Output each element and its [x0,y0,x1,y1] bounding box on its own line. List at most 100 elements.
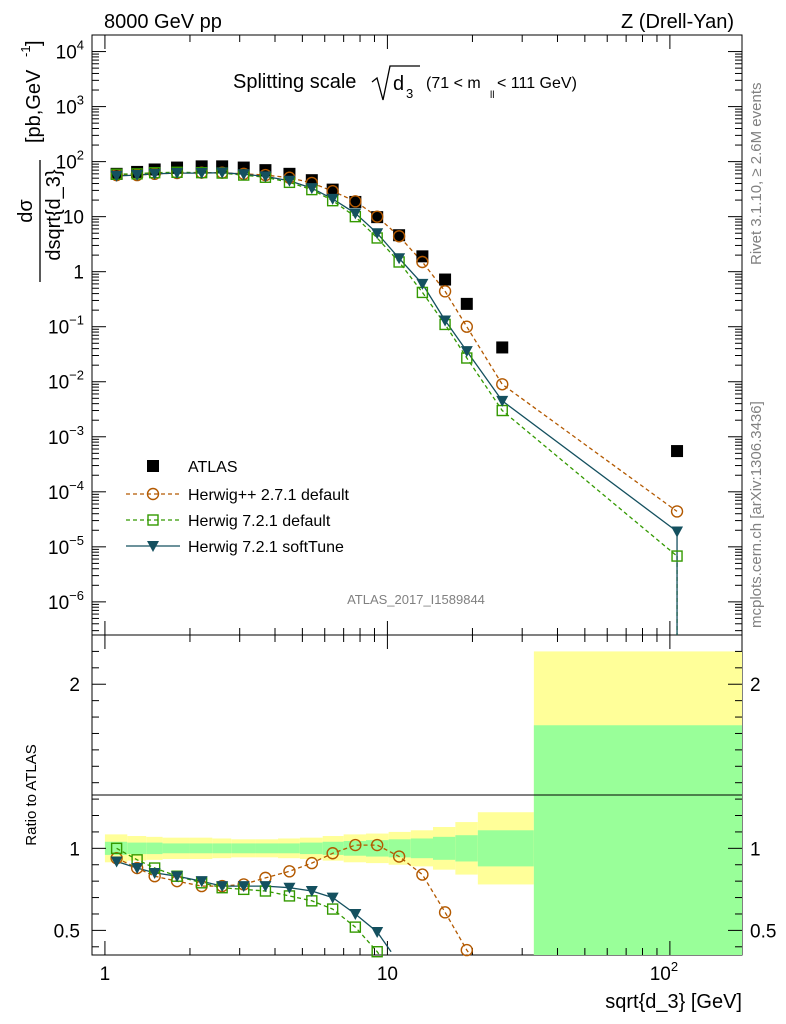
ratio-marker-herwigpp [326,847,339,860]
ratio-y-tick-label-right: 2 [750,675,761,696]
marker-softtune [460,346,473,358]
ratio-marker-softtune [259,881,272,893]
ratio-y-tick-label-right: 0.5 [750,921,776,942]
ratio-band-green [477,830,534,867]
ratio-marker-softtune [237,881,250,893]
x-tick-label-exponent: 2 [671,959,678,974]
title-sqrt-sub: 3 [406,86,413,101]
ratio-band-green [278,843,300,854]
marker-herwigpp [670,505,684,518]
y-tick-label-base: 10 [48,373,69,394]
x-axis-label: sqrt{d_3} [GeV] [605,991,742,1013]
ratio-marker-softtune [110,856,123,868]
marker-softtune [349,208,362,220]
marker-herwigpp [416,255,429,269]
ratio-marker-herwigpp [416,868,429,881]
ylabel-denominator: dsqrt{d_3} [43,169,65,261]
header-right: Z (Drell-Yan) [621,11,734,33]
ratio-marker-herwig7 [326,903,339,915]
ratio-marker-softtune [283,882,296,894]
legend-marker-herwig7 [147,514,159,526]
ratio-line-herwigpp [116,844,472,955]
marker-atlas [496,341,509,354]
ratio-band-green [410,838,433,859]
y-tick-label-exponent: 2 [77,148,84,163]
ratio-marker-herwigpp [460,943,473,957]
ratio-marker-herwigpp [305,856,319,870]
y-tick-label: 10−5 [48,533,84,559]
marker-herwigpp [370,210,384,223]
ratio-series-markers [110,838,473,958]
marker-herwigpp [392,230,406,243]
marker-softtune [237,169,250,181]
y-tick-label-base: 10 [56,43,77,64]
ratio-band-green [255,843,279,854]
ratio-band-green [146,842,163,855]
legend-label-atlas: ATLAS [188,459,238,476]
marker-softtune [171,168,184,180]
ratio-band-green [162,843,190,854]
title-cut-post: < 111 GeV) [497,75,577,92]
y-tick-label: 10−4 [48,478,84,504]
y-tick-label-exponent: −6 [69,588,84,603]
x-tick-label-base: 10 [650,964,671,985]
ratio-bands [104,651,742,955]
y-tick-label: 102 [56,148,84,174]
ratio-y-tick-label-left: 1 [69,839,80,860]
ratio-marker-herwigpp [392,850,406,863]
title-sqrt-arg: d [393,73,404,95]
ratio-marker-softtune [171,871,184,883]
y-tick-label: 10 [63,208,84,229]
marker-herwigpp [496,378,509,391]
marker-atlas [371,211,384,224]
ratio-ylabel: Ratio to ATLAS [23,744,40,845]
y-tick-label-base: 1 [73,263,84,284]
y-tick-label-exponent: 4 [77,38,84,53]
ratio-marker-herwigpp [283,865,296,878]
marker-atlas [439,273,452,286]
y-tick-label-base: 10 [56,98,77,119]
ylabel-unit: [pb,GeV [23,69,45,143]
ratio-band-green [189,843,213,854]
ratio-marker-softtune [195,876,208,888]
y-tick-label-base: 10 [56,153,77,174]
ratio-y-tick-label-left: 2 [69,675,80,696]
title-cut-sub: ll [490,90,494,101]
ratio-band-green [212,843,232,854]
marker-softtune [148,168,161,180]
ylabel-numerator: dσ [15,199,37,223]
legend-label-softtune: Herwig 7.2.1 softTune [188,539,344,556]
marker-herwigpp [438,285,452,298]
ylabel-unit-close: ] [23,40,45,46]
ratio-band-green [127,842,147,855]
y-tick-label-base: 10 [63,208,84,229]
ratio-marker-herwig7 [110,842,123,855]
marker-softtune [393,253,406,265]
rivet-version-note: Rivet 3.1.10, ≥ 2.6M events [748,83,765,266]
legend-marker-softtune [147,541,159,552]
ratio-band-green [432,836,456,860]
marker-softtune [671,526,684,538]
y-tick-label: 10−3 [48,423,84,449]
ratio-marker-softtune [131,863,144,875]
marker-softtune [216,167,229,179]
marker-softtune [195,168,208,180]
ratio-marker-softtune [371,927,384,939]
series-line-softtune [116,172,678,533]
x-tick-label: 1 [100,964,111,985]
legend-label-herwig7: Herwig 7.2.1 default [188,513,331,530]
y-tick-label-exponent: −1 [69,313,84,328]
marker-atlas [460,297,473,310]
marker-softtune [371,228,384,240]
main-series-markers [110,160,684,562]
y-tick-label: 104 [56,38,84,64]
analysis-watermark: ATLAS_2017_I1589844 [347,592,485,607]
marker-softtune [110,170,123,182]
marker-herwigpp [460,320,473,333]
y-tick-label: 10−2 [48,368,84,394]
header-left: 8000 GeV pp [104,11,222,33]
plot-title: Splitting scale d 3 (71 < m ll < 111 GeV… [233,65,577,101]
ylabel-unit-exponent: -1 [18,45,33,57]
ratio-marker-softtune [326,892,339,904]
